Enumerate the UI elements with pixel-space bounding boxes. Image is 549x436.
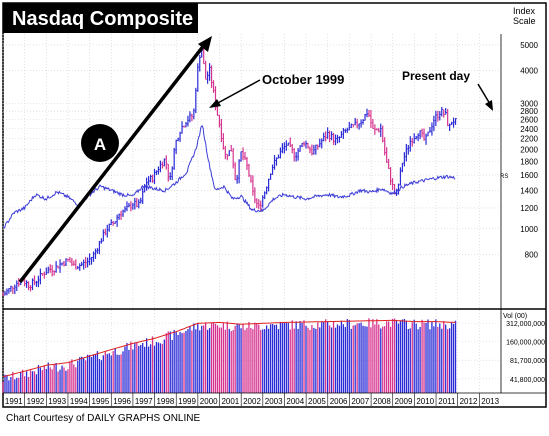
y-axis-title-line1: Index <box>513 6 536 16</box>
y-axis-title-line2: Scale <box>513 16 536 26</box>
x-tick-label: 1992 <box>27 397 45 406</box>
x-tick-label: 2007 <box>351 397 369 406</box>
grid-layer <box>2 34 501 393</box>
volume-tick-label: 81,700,000 <box>510 358 545 365</box>
x-tick-label: 1994 <box>70 397 88 406</box>
y-tick-label: 2400 <box>520 125 538 134</box>
volume-tick-label: 312,000,000 <box>506 321 545 328</box>
price-layer <box>2 48 458 296</box>
x-tick-label: 2010 <box>416 397 434 406</box>
y-tick-label: 1000 <box>520 225 538 234</box>
annotation-a-label: A <box>94 135 106 154</box>
x-tick-label: 1999 <box>178 397 196 406</box>
chart-credit: Chart Courtesy of DAILY GRAPHS ONLINE <box>6 413 201 424</box>
y-tick-label: 4000 <box>520 66 538 75</box>
volume-tick-label: 41,800,000 <box>510 377 545 384</box>
volume-tick-label: 160,000,000 <box>506 340 545 347</box>
x-tick-label: 1991 <box>5 397 23 406</box>
y-tick-label: 1600 <box>520 171 538 180</box>
trend-arrow <box>18 36 212 284</box>
x-tick-label: 1993 <box>48 397 66 406</box>
x-tick-label: 2003 <box>265 397 283 406</box>
y-tick-label: 3000 <box>520 99 538 108</box>
y-tick-label: 2200 <box>520 135 538 144</box>
y-tick-label: 800 <box>525 250 539 259</box>
y-tick-label: 5000 <box>520 41 538 50</box>
x-tick-label: 2004 <box>286 397 304 406</box>
annotation-october-1999: October 1999 <box>262 72 344 87</box>
x-tick-label: 1997 <box>135 397 153 406</box>
x-tick-label: 1995 <box>92 397 110 406</box>
y-tick-label: 2800 <box>520 107 538 116</box>
x-tick-label: 2000 <box>200 397 218 406</box>
october-1999-arrow <box>209 79 261 108</box>
axis-layer: 8001000120014001600180020002200240026002… <box>2 34 546 406</box>
annotation-a-badge <box>81 124 119 162</box>
x-tick-label: 2009 <box>395 397 413 406</box>
x-tick-label: 2011 <box>438 397 456 406</box>
volume-average-line <box>2 319 456 378</box>
y-tick-label: 1200 <box>520 204 538 213</box>
present-day-arrow <box>477 83 493 111</box>
x-tick-label: 2012 <box>460 397 478 406</box>
volume-layer <box>2 318 457 393</box>
x-tick-label: 2005 <box>308 397 326 406</box>
y-tick-label: 2000 <box>520 146 538 155</box>
volume-axis-title: Vol (00) <box>503 313 527 320</box>
x-tick-label: 2013 <box>481 397 499 406</box>
x-tick-label: 2001 <box>221 397 239 406</box>
x-tick-label: 2002 <box>243 397 261 406</box>
x-tick-label: 1996 <box>113 397 131 406</box>
chart-title: Nasdaq Composite <box>12 8 193 30</box>
y-tick-label: 1800 <box>520 158 538 167</box>
y-tick-label: 2600 <box>520 116 538 125</box>
title-box <box>3 3 198 33</box>
rs-line-label: RS <box>500 174 508 180</box>
x-tick-label: 1998 <box>156 397 174 406</box>
y-tick-label: 1400 <box>520 186 538 195</box>
annotation-present-day: Present day <box>402 69 470 83</box>
x-tick-label: 2008 <box>373 397 391 406</box>
x-tick-label: 2006 <box>330 397 348 406</box>
